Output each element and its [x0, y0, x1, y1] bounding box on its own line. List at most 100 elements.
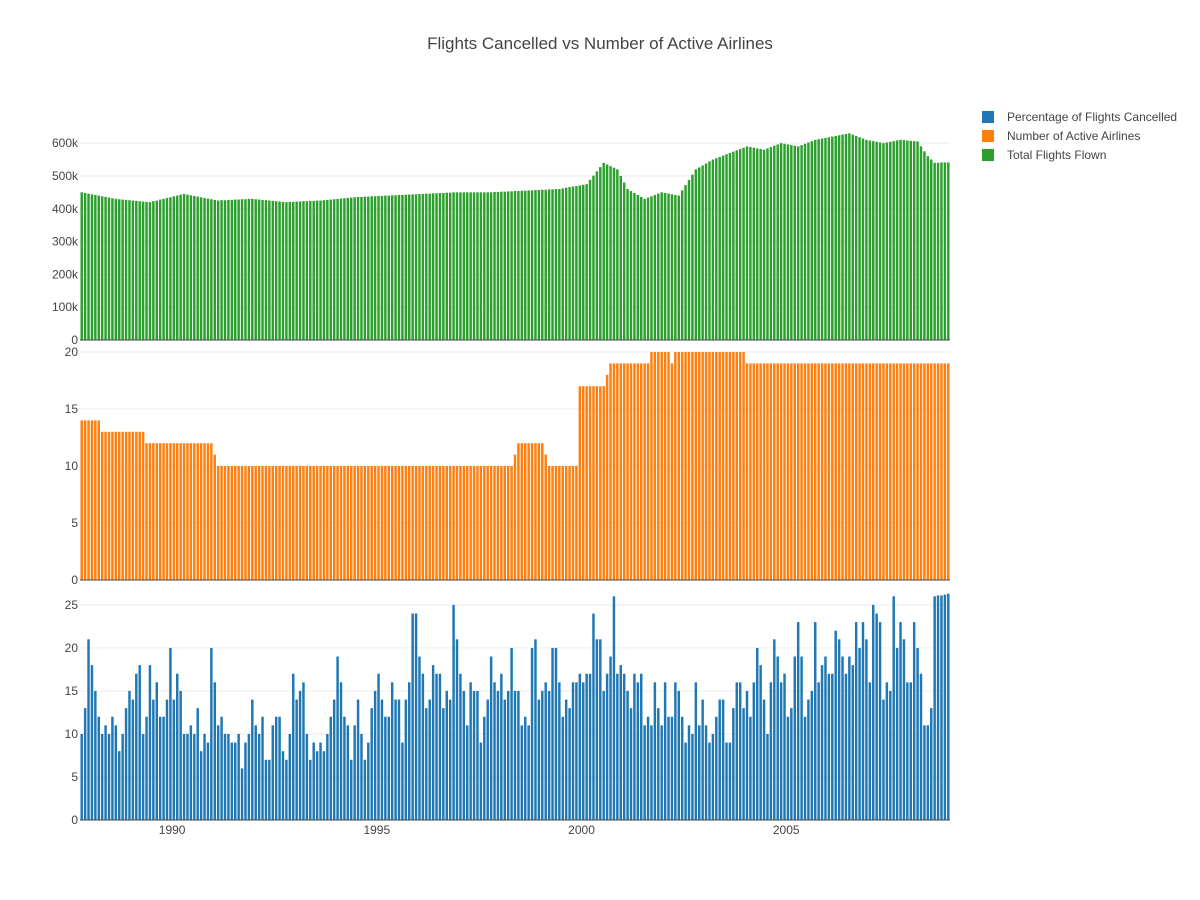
bar-cancelled[interactable] — [882, 699, 885, 820]
bar-cancelled[interactable] — [493, 682, 496, 820]
bar-active-airlines[interactable] — [735, 352, 738, 580]
bar-active-airlines[interactable] — [909, 363, 912, 580]
bar-cancelled[interactable] — [612, 596, 616, 820]
bar-cancelled[interactable] — [339, 682, 343, 820]
bar-cancelled[interactable] — [292, 673, 295, 820]
bar-active-airlines[interactable] — [564, 466, 568, 580]
bar-active-airlines[interactable] — [111, 431, 114, 580]
bar-total-flights[interactable] — [384, 195, 387, 341]
bar-active-airlines[interactable] — [530, 443, 534, 580]
bar-total-flights[interactable] — [247, 198, 251, 340]
bar-cancelled[interactable] — [472, 690, 476, 820]
bar-cancelled[interactable] — [367, 742, 370, 820]
bar-total-flights[interactable] — [612, 167, 616, 340]
bar-cancelled[interactable] — [203, 733, 206, 820]
bar-active-airlines[interactable] — [285, 466, 288, 580]
bar-cancelled[interactable] — [814, 622, 817, 820]
bar-active-airlines[interactable] — [442, 466, 445, 580]
bar-total-flights[interactable] — [360, 196, 363, 340]
bar-cancelled[interactable] — [503, 699, 506, 820]
bar-cancelled[interactable] — [445, 690, 448, 820]
bar-total-flights[interactable] — [677, 195, 680, 341]
bar-cancelled[interactable] — [582, 682, 585, 820]
bar-cancelled[interactable] — [916, 647, 919, 820]
bar-total-flights[interactable] — [216, 200, 220, 340]
bar-cancelled[interactable] — [489, 656, 493, 820]
bar-cancelled[interactable] — [667, 716, 670, 820]
bar-total-flights[interactable] — [305, 201, 309, 340]
bar-total-flights[interactable] — [223, 200, 227, 340]
bar-cancelled[interactable] — [793, 656, 796, 820]
bar-active-airlines[interactable] — [271, 466, 274, 580]
bar-total-flights[interactable] — [428, 193, 431, 340]
bar-total-flights[interactable] — [872, 141, 875, 340]
bar-cancelled[interactable] — [268, 759, 271, 820]
bar-cancelled[interactable] — [923, 725, 926, 820]
bar-cancelled[interactable] — [820, 665, 824, 820]
bar-total-flights[interactable] — [619, 175, 622, 340]
bar-active-airlines[interactable] — [943, 363, 947, 580]
bar-active-airlines[interactable] — [592, 386, 595, 580]
bar-active-airlines[interactable] — [257, 466, 261, 580]
bar-cancelled[interactable] — [912, 622, 916, 820]
bar-total-flights[interactable] — [824, 137, 827, 341]
bar-total-flights[interactable] — [708, 161, 711, 341]
bar-active-airlines[interactable] — [824, 363, 827, 580]
bar-active-airlines[interactable] — [87, 420, 90, 580]
bar-active-airlines[interactable] — [466, 466, 469, 580]
bar-active-airlines[interactable] — [561, 466, 564, 580]
bar-cancelled[interactable] — [87, 639, 90, 820]
bar-cancelled[interactable] — [380, 699, 384, 820]
bar-total-flights[interactable] — [640, 196, 643, 340]
bar-cancelled[interactable] — [564, 699, 568, 820]
bar-active-airlines[interactable] — [230, 466, 234, 580]
bar-active-airlines[interactable] — [176, 443, 179, 580]
bar-total-flights[interactable] — [94, 194, 97, 340]
bar-cancelled[interactable] — [919, 673, 923, 820]
bar-active-airlines[interactable] — [711, 352, 715, 580]
bar-total-flights[interactable] — [503, 191, 506, 340]
bar-total-flights[interactable] — [513, 191, 517, 340]
bar-cancelled[interactable] — [251, 699, 254, 820]
bar-active-airlines[interactable] — [394, 466, 397, 580]
bar-total-flights[interactable] — [268, 200, 271, 340]
bar-active-airlines[interactable] — [800, 363, 803, 580]
bar-active-airlines[interactable] — [158, 443, 162, 580]
bar-active-airlines[interactable] — [926, 363, 930, 580]
bar-cancelled[interactable] — [448, 699, 452, 820]
bar-active-airlines[interactable] — [872, 363, 875, 580]
bar-active-airlines[interactable] — [510, 466, 513, 580]
bar-total-flights[interactable] — [312, 200, 315, 341]
bar-cancelled[interactable] — [452, 604, 455, 820]
bar-total-flights[interactable] — [878, 142, 882, 340]
bar-active-airlines[interactable] — [227, 466, 230, 580]
bar-cancelled[interactable] — [138, 665, 141, 820]
bar-total-flights[interactable] — [752, 147, 756, 340]
bar-active-airlines[interactable] — [377, 466, 380, 580]
bar-cancelled[interactable] — [653, 682, 657, 820]
bar-total-flights[interactable] — [196, 196, 199, 340]
bar-cancelled[interactable] — [868, 682, 872, 820]
bar-total-flights[interactable] — [336, 198, 339, 340]
bar-cancelled[interactable] — [800, 656, 803, 820]
bar-cancelled[interactable] — [350, 759, 353, 820]
bar-total-flights[interactable] — [776, 144, 779, 340]
bar-active-airlines[interactable] — [500, 466, 503, 580]
bar-active-airlines[interactable] — [640, 363, 643, 580]
bar-active-airlines[interactable] — [568, 466, 571, 580]
bar-active-airlines[interactable] — [687, 352, 691, 580]
bar-total-flights[interactable] — [459, 192, 462, 340]
bar-active-airlines[interactable] — [278, 466, 281, 580]
bar-cancelled[interactable] — [506, 690, 510, 820]
bar-total-flights[interactable] — [814, 139, 817, 340]
bar-total-flights[interactable] — [145, 201, 148, 340]
bar-cancelled[interactable] — [769, 682, 773, 820]
bar-cancelled[interactable] — [281, 751, 285, 820]
bar-total-flights[interactable] — [227, 199, 230, 340]
bar-cancelled[interactable] — [459, 673, 462, 820]
bar-cancelled[interactable] — [438, 673, 442, 820]
bar-cancelled[interactable] — [271, 725, 274, 820]
bar-total-flights[interactable] — [698, 167, 701, 340]
bar-active-airlines[interactable] — [851, 363, 854, 580]
bar-total-flights[interactable] — [817, 139, 820, 340]
